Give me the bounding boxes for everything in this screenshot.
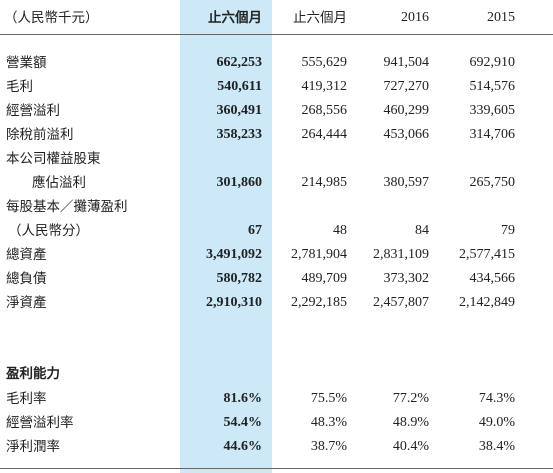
cell-value: 81.6% bbox=[223, 391, 263, 406]
cell-value: 2,831,109 bbox=[373, 247, 429, 262]
cell-value: 941,504 bbox=[383, 55, 430, 70]
cell-value: 489,709 bbox=[301, 271, 348, 286]
cell-value: 727,270 bbox=[383, 79, 430, 94]
cell-value: 48 bbox=[333, 223, 347, 238]
cell-value: 2,457,807 bbox=[373, 295, 429, 310]
cell-value: 75.5% bbox=[310, 391, 347, 406]
cell-value: 48.9% bbox=[392, 415, 429, 430]
cell-value: 2,292,185 bbox=[291, 295, 347, 310]
cell-value: 2,577,415 bbox=[459, 247, 515, 262]
row-label: 本公司權益股東 bbox=[6, 151, 101, 167]
cell-value: 514,576 bbox=[469, 79, 516, 94]
cell-value: 49.0% bbox=[478, 415, 515, 430]
row-label: （人民幣分） bbox=[8, 223, 89, 239]
highlight-column bbox=[180, 0, 272, 473]
cell-value: 74.3% bbox=[478, 391, 515, 406]
cell-value: 84 bbox=[415, 223, 429, 238]
column-header: 2015 bbox=[487, 10, 515, 25]
row-label: 淨資產 bbox=[6, 295, 47, 311]
cell-value: 214,985 bbox=[301, 175, 348, 190]
cell-value: 460,299 bbox=[383, 103, 430, 118]
cell-value: 67 bbox=[248, 223, 262, 238]
cell-value: 2,910,310 bbox=[206, 295, 262, 310]
cell-value: 419,312 bbox=[301, 79, 348, 94]
cell-value: 265,750 bbox=[469, 175, 516, 190]
cell-value: 373,302 bbox=[383, 271, 430, 286]
cell-value: 692,910 bbox=[469, 55, 516, 70]
cell-value: 2,142,849 bbox=[459, 295, 515, 310]
row-label: 應佔溢利 bbox=[32, 175, 86, 191]
cell-value: 264,444 bbox=[301, 127, 348, 142]
cell-value: 339,605 bbox=[469, 103, 516, 118]
column-header: 止六個月 bbox=[208, 10, 262, 26]
cell-value: 54.4% bbox=[223, 415, 263, 430]
row-label: 除稅前溢利 bbox=[6, 127, 74, 143]
row-label: 每股基本／攤薄盈利 bbox=[6, 199, 128, 215]
cell-value: 453,066 bbox=[383, 127, 430, 142]
cell-value: 662,253 bbox=[216, 55, 263, 70]
header-rule bbox=[0, 34, 553, 35]
cell-value: 358,233 bbox=[216, 127, 263, 142]
cell-value: 38.4% bbox=[478, 439, 515, 454]
cell-value: 268,556 bbox=[301, 103, 348, 118]
cell-value: 555,629 bbox=[301, 55, 348, 70]
cell-value: 314,706 bbox=[469, 127, 516, 142]
row-label: 經營溢利率 bbox=[6, 415, 74, 431]
cell-value: 2,781,904 bbox=[291, 247, 347, 262]
cell-value: 44.6% bbox=[223, 439, 263, 454]
cell-value: 79 bbox=[501, 223, 515, 238]
row-label: 毛利率 bbox=[6, 391, 47, 407]
cell-value: 360,491 bbox=[216, 103, 263, 118]
cell-value: 40.4% bbox=[392, 439, 429, 454]
cell-value: 48.3% bbox=[310, 415, 347, 430]
row-label: 營業額 bbox=[6, 55, 47, 71]
cell-value: 580,782 bbox=[216, 271, 263, 286]
bottom-rule bbox=[0, 468, 553, 469]
cell-value: 540,611 bbox=[217, 79, 262, 94]
column-header: 2016 bbox=[401, 10, 429, 25]
column-header: 止六個月 bbox=[293, 10, 347, 26]
cell-value: 3,491,092 bbox=[206, 247, 262, 262]
row-label: 總負債 bbox=[6, 271, 47, 287]
row-label: 毛利 bbox=[6, 79, 33, 95]
row-label: 經營溢利 bbox=[6, 103, 60, 119]
row-label: 總資產 bbox=[6, 247, 47, 263]
cell-value: 380,597 bbox=[383, 175, 430, 190]
row-label: 淨利潤率 bbox=[6, 439, 60, 455]
header-label: （人民幣千元） bbox=[4, 10, 99, 26]
cell-value: 301,860 bbox=[216, 175, 263, 190]
cell-value: 434,566 bbox=[469, 271, 516, 286]
cell-value: 77.2% bbox=[392, 391, 429, 406]
cell-value: 38.7% bbox=[310, 439, 347, 454]
section-title: 盈利能力 bbox=[6, 366, 60, 382]
